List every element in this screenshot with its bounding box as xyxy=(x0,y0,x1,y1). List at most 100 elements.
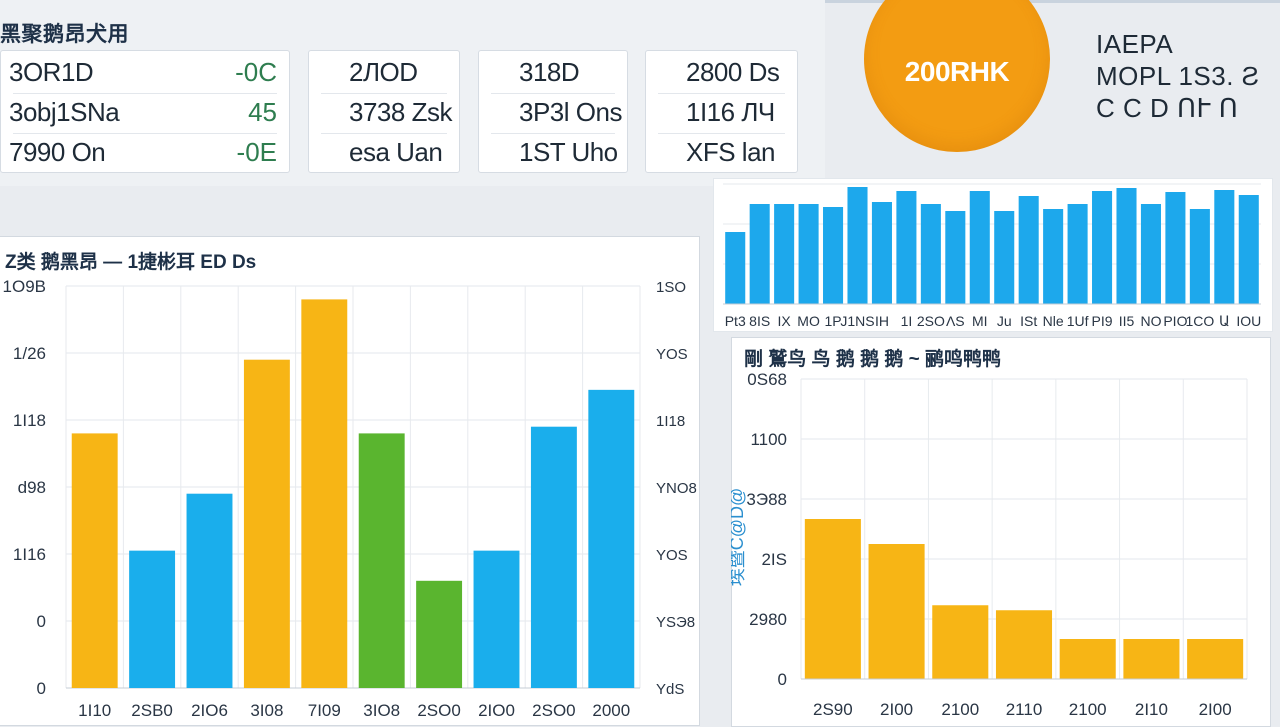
x-tick-label: 1I xyxy=(901,313,913,329)
x-tick-label: 1I10 xyxy=(78,701,111,720)
row-divider xyxy=(321,133,447,134)
x-tick-label: Ա xyxy=(1219,313,1230,329)
main-chart-title: Z类 鹅黑昂 — 1捷彬耳 ED Ds xyxy=(5,252,257,273)
main-bar-chart: 1O9B 1SO 1/26 ΥOS 1I18 1I18 d98 ΥNO8 1I16 ΥOS 0 ΥSЭ… xyxy=(3,277,697,720)
y-tick-label: 0 xyxy=(778,670,787,689)
y-tick-label-right: ΥSЭ8 xyxy=(656,614,695,631)
x-tick-label: NO xyxy=(1140,313,1161,329)
legend-line-2: MOPL 1S3. Ƨ xyxy=(1096,61,1260,91)
y-tick-label-left: 0 xyxy=(37,612,46,631)
bar xyxy=(473,550,520,688)
stat-card-1[interactable]: 3OR1D -0C 3obj1SNa 45 7990 On -0E xyxy=(0,50,290,173)
stat-label: 1I16 ЛЧ xyxy=(686,97,775,127)
bar xyxy=(945,211,966,304)
x-tick-label: IX xyxy=(778,313,792,329)
bar xyxy=(994,211,1015,304)
stat-row: 1ST Uho xyxy=(479,135,627,173)
bar xyxy=(243,359,290,688)
stat-label: 3P3l Ons xyxy=(519,97,622,127)
x-tick-label: 2I00 xyxy=(1199,700,1232,719)
bar xyxy=(749,204,770,304)
stat-row: 3P3l Ons xyxy=(479,95,627,133)
row-divider xyxy=(13,133,277,134)
secondary-chart-title: 剛 鷲鸟 鸟 鹅 鹅 鹅 ~ 鹂鸣鸭鸭 xyxy=(744,349,1002,370)
kpi-circle: 200RHK xyxy=(864,0,1050,152)
y-tick-label-right: ΥNO8 xyxy=(656,480,697,497)
bar xyxy=(1165,192,1186,304)
y-tick-label-left: 1I18 xyxy=(13,411,46,430)
stat-row: 2ЛOD xyxy=(309,55,459,93)
bar xyxy=(358,433,405,688)
stat-row: XFS lan xyxy=(646,135,797,173)
x-tick-label: 1CO xyxy=(1185,313,1214,329)
x-tick-label: 1Uf xyxy=(1067,313,1089,329)
bar xyxy=(920,204,941,304)
y-tick-label-left: 1O9B xyxy=(3,277,46,296)
bar xyxy=(71,433,118,688)
bar xyxy=(129,550,176,688)
y-tick-label-right: ΥdS xyxy=(656,681,684,698)
stat-delta: 45 xyxy=(248,97,277,127)
y-tick-label-right: ΥOS xyxy=(656,547,688,564)
y-tick-label-right: 1I18 xyxy=(656,413,685,430)
legend-line-3: C C D ՈՒ Ո xyxy=(1096,93,1239,123)
row-divider xyxy=(491,93,615,94)
x-tick-label: ΛS xyxy=(946,313,965,329)
x-tick-label: IH xyxy=(875,313,889,329)
x-tick-label: 2I00 xyxy=(880,700,913,719)
x-tick-label: 3IO8 xyxy=(363,701,400,720)
bar xyxy=(896,191,917,304)
x-tick-label: 2110 xyxy=(1006,700,1043,719)
stat-card-4[interactable]: 2800 Ds 1I16 ЛЧ XFS lan xyxy=(645,50,798,173)
bar xyxy=(725,232,746,304)
bar xyxy=(868,544,925,679)
bar xyxy=(1140,204,1161,304)
y-tick-label-right: 1SO xyxy=(656,279,686,296)
y-tick-label-left: 0 xyxy=(37,679,46,698)
stat-row: 1I16 ЛЧ xyxy=(646,95,797,133)
bar xyxy=(588,389,635,688)
bar xyxy=(932,605,989,679)
bar xyxy=(186,493,233,688)
stat-row: 3OR1D -0C xyxy=(1,55,289,93)
x-tick-label: 7I09 xyxy=(308,701,341,720)
y-axis-label: 埃暨C@D@ xyxy=(731,488,747,587)
stat-label: 7990 On xyxy=(9,137,106,167)
kpi-value: 200RHK xyxy=(904,56,1010,87)
stat-label: 2ЛOD xyxy=(349,57,418,87)
bar xyxy=(804,519,861,679)
y-tick-label-left: 1/26 xyxy=(13,344,46,363)
bar xyxy=(774,204,795,304)
y-tick-label: 2IS xyxy=(761,550,787,569)
page-title: 黑聚鹅昂犬用 xyxy=(0,23,129,46)
stat-label: 1ST Uho xyxy=(519,137,618,167)
x-tick-label: 2SB0 xyxy=(131,701,173,720)
x-tick-label: 2000 xyxy=(592,701,630,720)
stat-label: XFS lan xyxy=(686,137,776,167)
stat-row: 3obj1SNa 45 xyxy=(1,95,289,133)
bar xyxy=(530,426,577,688)
x-tick-label: 2S90 xyxy=(813,700,853,719)
y-tick-label-right: ΥOS xyxy=(656,346,688,363)
stat-delta: -0C xyxy=(235,57,277,87)
x-tick-label: Ju xyxy=(997,313,1012,329)
x-tick-label: 2SO xyxy=(917,313,945,329)
stat-label: 2800 Ds xyxy=(686,57,780,87)
y-tick-label-left: 1I16 xyxy=(13,545,46,564)
bar xyxy=(969,191,990,304)
x-tick-label: J1NS xyxy=(840,313,874,329)
stat-row: 3738 Zsk xyxy=(309,95,459,133)
stat-row: esa Uan xyxy=(309,135,459,173)
bar xyxy=(1187,639,1244,679)
bar xyxy=(847,187,868,304)
y-tick-label-left: d98 xyxy=(18,478,46,497)
bar xyxy=(1123,639,1180,679)
x-tick-label: 1P xyxy=(824,313,841,329)
bar xyxy=(1059,639,1116,679)
stat-card-2[interactable]: 2ЛOD 3738 Zsk esa Uan xyxy=(308,50,460,173)
stat-row: 2800 Ds xyxy=(646,55,797,93)
x-tick-label: ISt xyxy=(1020,313,1037,329)
y-tick-label: 3Э88 xyxy=(746,490,787,509)
stat-card-3[interactable]: 318D 3P3l Ons 1ST Uho xyxy=(478,50,628,173)
